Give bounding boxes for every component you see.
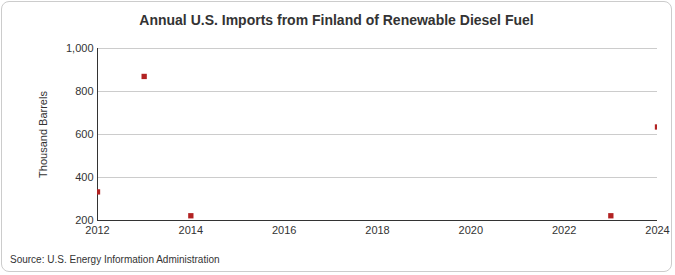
svg-text:Thousand Barrels: Thousand Barrels bbox=[37, 91, 49, 178]
svg-text:2018: 2018 bbox=[365, 224, 389, 236]
svg-text:600: 600 bbox=[75, 128, 93, 140]
svg-text:1,000: 1,000 bbox=[66, 42, 94, 54]
svg-text:400: 400 bbox=[75, 171, 93, 183]
svg-text:2024: 2024 bbox=[645, 224, 669, 236]
svg-text:2014: 2014 bbox=[179, 224, 203, 236]
svg-text:200: 200 bbox=[75, 214, 94, 226]
svg-text:2016: 2016 bbox=[272, 224, 296, 236]
svg-text:2020: 2020 bbox=[459, 224, 483, 236]
svg-text:2022: 2022 bbox=[552, 224, 576, 236]
html-text:Source: U.S. Energy Informatio: Source: U.S. Energy Information Administ… bbox=[10, 254, 220, 265]
svg-text:2012: 2012 bbox=[85, 224, 109, 236]
svg-text:800: 800 bbox=[75, 85, 93, 97]
html-text:Annual U.S. Imports from Finla: Annual U.S. Imports from Finland of Rene… bbox=[139, 12, 534, 28]
